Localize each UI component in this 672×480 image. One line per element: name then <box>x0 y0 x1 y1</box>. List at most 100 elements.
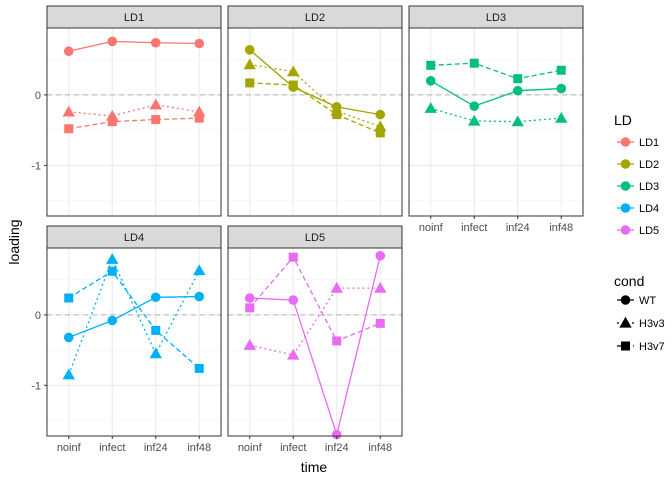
legend-key-marker <box>620 295 631 305</box>
legend-shape-title: cond <box>614 273 644 289</box>
strip-label: LD1 <box>124 12 144 24</box>
data-point <box>149 98 162 110</box>
data-point <box>375 109 386 120</box>
strip-label: LD2 <box>305 12 325 24</box>
data-point <box>330 281 343 293</box>
data-point <box>64 293 74 303</box>
data-point <box>245 78 255 88</box>
data-point <box>244 45 255 55</box>
series-line <box>430 80 562 107</box>
data-point <box>288 252 298 262</box>
series-wt <box>244 250 386 440</box>
data-point <box>469 58 479 68</box>
facet-panel-ld5: LD5 noinf infect inf24 inf48 <box>227 225 403 454</box>
data-point <box>194 113 204 123</box>
series-line <box>68 257 200 375</box>
x-tick-label: noinf <box>238 442 263 454</box>
data-point <box>244 293 255 303</box>
legend-color-entry-ld2: LD2 <box>617 159 659 171</box>
legend-key-marker <box>620 159 631 169</box>
series-h3v3 <box>243 281 387 360</box>
legend-label: LD4 <box>639 203 659 215</box>
legend-color-entry-ld4: LD4 <box>617 203 659 215</box>
series-line <box>68 117 200 130</box>
x-tick-label: noinf <box>57 442 82 454</box>
data-point <box>107 266 117 276</box>
series-wt <box>63 291 205 343</box>
data-point <box>513 74 523 84</box>
data-point <box>288 80 298 90</box>
data-point <box>107 36 118 47</box>
data-point <box>287 348 300 360</box>
data-point <box>63 332 74 343</box>
legend-label: WT <box>639 295 656 307</box>
panel-border <box>227 27 403 217</box>
axes: time loading <box>6 219 327 475</box>
data-point <box>426 60 436 70</box>
y-tick-label: 0 <box>35 90 41 102</box>
x-axis-title: time <box>301 459 328 475</box>
x-tick-label: inf24 <box>506 222 530 234</box>
series-h3v7 <box>426 58 566 84</box>
x-tick-label: inf48 <box>368 442 392 454</box>
panel-border <box>408 27 584 217</box>
series-line <box>68 295 200 339</box>
legend-shape-entry-wt: WT <box>617 295 656 307</box>
series-wt <box>425 76 567 111</box>
series-line <box>249 49 381 116</box>
data-point <box>245 303 255 313</box>
legend-color-entry-ld3: LD3 <box>617 181 659 193</box>
data-point <box>375 128 385 138</box>
data-point <box>151 325 161 335</box>
x-tick-label: inf48 <box>187 442 211 454</box>
data-point <box>62 105 75 117</box>
legend-label: LD2 <box>639 159 659 171</box>
x-tick-label: inf24 <box>144 442 168 454</box>
legend-key-marker <box>620 181 631 191</box>
series-line <box>430 107 562 123</box>
legend-label: H3v3 <box>639 318 665 330</box>
data-point <box>511 115 524 127</box>
x-tick-label: infect <box>99 442 125 454</box>
data-point <box>424 102 437 113</box>
data-point <box>375 250 386 261</box>
data-point <box>150 292 161 303</box>
legend-color-entry-ld1: LD1 <box>617 137 659 149</box>
panel-border <box>227 247 403 437</box>
series-line <box>249 255 381 437</box>
legend: LD cond LD1 LD2 LD3 LD4 LD5 WT H3v3 H3v7 <box>614 112 665 353</box>
series-wt <box>63 36 205 57</box>
series-h3v7 <box>245 78 385 138</box>
legend-key-marker <box>621 341 630 351</box>
y-tick-label: 0 <box>35 310 41 322</box>
legend-color-title: LD <box>614 112 632 128</box>
facet-panel-ld1: LD1 0 -1 <box>31 5 222 217</box>
panel-background <box>47 248 221 436</box>
x-tick-label: inf24 <box>325 442 349 454</box>
series-h3v3 <box>62 253 206 380</box>
data-point <box>64 124 74 134</box>
series-line <box>68 40 200 52</box>
panel-background <box>47 28 221 216</box>
y-tick-label: -1 <box>31 380 41 392</box>
legend-shape-entry-h3v3: H3v3 <box>617 316 665 330</box>
facet-panel-ld3: LD3 noinf infect inf24 inf48 <box>408 5 584 234</box>
data-point <box>151 115 161 125</box>
data-point <box>375 318 385 328</box>
legend-key-marker <box>620 137 631 147</box>
data-point <box>194 363 204 373</box>
facet-panel-ld4: LD4 0 -1 noinf infect inf24 inf48 <box>31 225 222 454</box>
series-line <box>249 63 381 128</box>
data-point <box>425 76 436 86</box>
series-line <box>68 270 200 369</box>
data-point <box>62 368 75 380</box>
data-point <box>243 58 256 70</box>
data-point <box>332 110 342 120</box>
series-h3v7 <box>64 113 204 134</box>
legend-key-marker <box>620 225 631 235</box>
panel-background <box>228 28 402 216</box>
data-point <box>512 85 523 96</box>
x-tick-label: infect <box>280 442 306 454</box>
series-h3v7 <box>245 252 385 346</box>
